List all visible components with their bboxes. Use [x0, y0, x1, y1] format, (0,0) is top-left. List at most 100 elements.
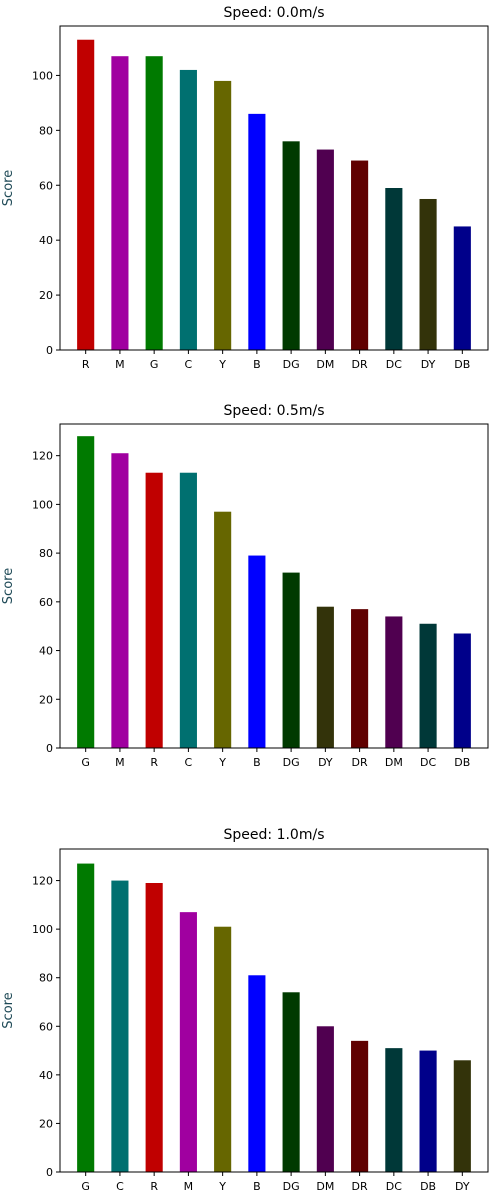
bar-b: [248, 555, 266, 748]
bar-dr: [351, 609, 369, 748]
x-tick-label: M: [115, 756, 125, 769]
x-tick-label: DB: [420, 1180, 436, 1192]
y-tick-label: 100: [32, 923, 53, 936]
bar-db: [453, 633, 471, 748]
bar-y: [214, 926, 232, 1172]
x-tick-label: B: [253, 1180, 261, 1192]
x-tick-label: DC: [420, 756, 436, 769]
y-axis-label: Score: [1, 170, 16, 206]
chart-panel-2: Speed: 0.5m/s G M R C Y B DG DY DR DM DC DB 0 20 40 60 80…: [1, 403, 489, 769]
chart-title: Speed: 0.0m/s: [224, 5, 325, 21]
chart-title: Speed: 1.0m/s: [224, 827, 325, 843]
y-tick-label: 80: [39, 972, 53, 985]
x-tick-label: C: [185, 756, 193, 769]
x-tick-label: R: [82, 358, 90, 371]
y-tick-label: 40: [39, 645, 53, 658]
x-tick-label: DC: [386, 358, 402, 371]
plot-frame: [59, 423, 489, 749]
x-tick-label: DG: [283, 756, 300, 769]
bar-b: [248, 113, 266, 350]
y-tick-label: 0: [46, 742, 53, 755]
x-tick-label: DR: [352, 358, 368, 371]
bar-dg: [282, 572, 300, 748]
x-tick-label: DM: [316, 1180, 334, 1192]
y-axis-label: Score: [1, 568, 16, 604]
x-tick-label: DC: [386, 1180, 402, 1192]
bar-r: [77, 39, 95, 350]
x-tick-label: M: [184, 1180, 194, 1192]
plot-frame: [59, 25, 489, 351]
x-tick-label: DB: [454, 756, 470, 769]
bar-r: [145, 883, 163, 1172]
x-tick-label: DM: [385, 756, 403, 769]
x-tick-label: DY: [421, 358, 436, 371]
x-tick-label: G: [81, 756, 90, 769]
y-tick-label: 0: [46, 344, 53, 357]
y-axis-label: Score: [1, 992, 16, 1028]
x-tick-label: R: [150, 756, 158, 769]
bar-dc: [385, 1048, 403, 1172]
bar-dr: [351, 1040, 369, 1172]
x-tick-label: DG: [283, 1180, 300, 1192]
y-tick-label: 0: [46, 1166, 53, 1179]
y-tick-label: 40: [39, 234, 53, 247]
y-tick-label: 100: [32, 69, 53, 82]
y-tick-label: 20: [39, 289, 53, 302]
x-tick-label: B: [253, 756, 261, 769]
x-tick-label: Y: [218, 756, 226, 769]
y-tick-label: 40: [39, 1069, 53, 1082]
bar-m: [179, 912, 197, 1172]
x-tick-label: DB: [454, 358, 470, 371]
bar-db: [453, 226, 471, 350]
bar-c: [179, 472, 197, 748]
x-tick-label: Y: [218, 1180, 226, 1192]
y-tick-label: 60: [39, 179, 53, 192]
bar-dm: [316, 149, 334, 350]
y-tick-label: 80: [39, 547, 53, 560]
bar-y: [214, 511, 232, 748]
x-tick-label: R: [150, 1180, 158, 1192]
plot-frame: [59, 848, 489, 1173]
x-tick-label: M: [115, 358, 125, 371]
x-tick-label: DY: [318, 756, 333, 769]
bar-dy: [453, 1060, 471, 1172]
x-tick-label: DR: [352, 1180, 368, 1192]
chart-title: Speed: 0.5m/s: [224, 403, 325, 419]
y-tick-label: 60: [39, 596, 53, 609]
bar-y: [214, 80, 232, 350]
x-tick-label: B: [253, 358, 261, 371]
bar-dg: [282, 141, 300, 350]
bar-dc: [385, 188, 403, 350]
bar-m: [111, 56, 129, 350]
bar-g: [77, 436, 95, 748]
bar-c: [111, 880, 129, 1172]
x-tick-label: C: [185, 358, 193, 371]
chart-panel-3: Speed: 1.0m/s G C R M Y B DG DM DR DC DB DY 0 20 40 60 80…: [1, 827, 489, 1192]
bar-dr: [351, 160, 369, 350]
bar-b: [248, 975, 266, 1172]
y-tick-label: 120: [32, 875, 53, 888]
x-tick-label: DY: [455, 1180, 470, 1192]
x-tick-label: DG: [283, 358, 300, 371]
x-tick-label: DR: [352, 756, 368, 769]
x-tick-label: C: [116, 1180, 124, 1192]
bar-dm: [316, 1026, 334, 1172]
bar-c: [179, 69, 197, 351]
y-tick-label: 120: [32, 450, 53, 463]
bar-dm: [385, 616, 403, 748]
x-tick-label: G: [150, 358, 159, 371]
bar-m: [111, 453, 129, 748]
bar-dg: [282, 992, 300, 1172]
bar-g: [145, 56, 163, 350]
y-tick-label: 100: [32, 498, 53, 511]
bar-dc: [419, 623, 437, 748]
x-tick-label: Y: [218, 358, 226, 371]
bar-db: [419, 1050, 437, 1172]
x-tick-label: G: [81, 1180, 90, 1192]
bar-dy: [419, 198, 437, 350]
bar-g: [77, 863, 95, 1172]
y-tick-label: 80: [39, 124, 53, 137]
y-tick-label: 20: [39, 1117, 53, 1130]
y-tick-label: 60: [39, 1020, 53, 1033]
